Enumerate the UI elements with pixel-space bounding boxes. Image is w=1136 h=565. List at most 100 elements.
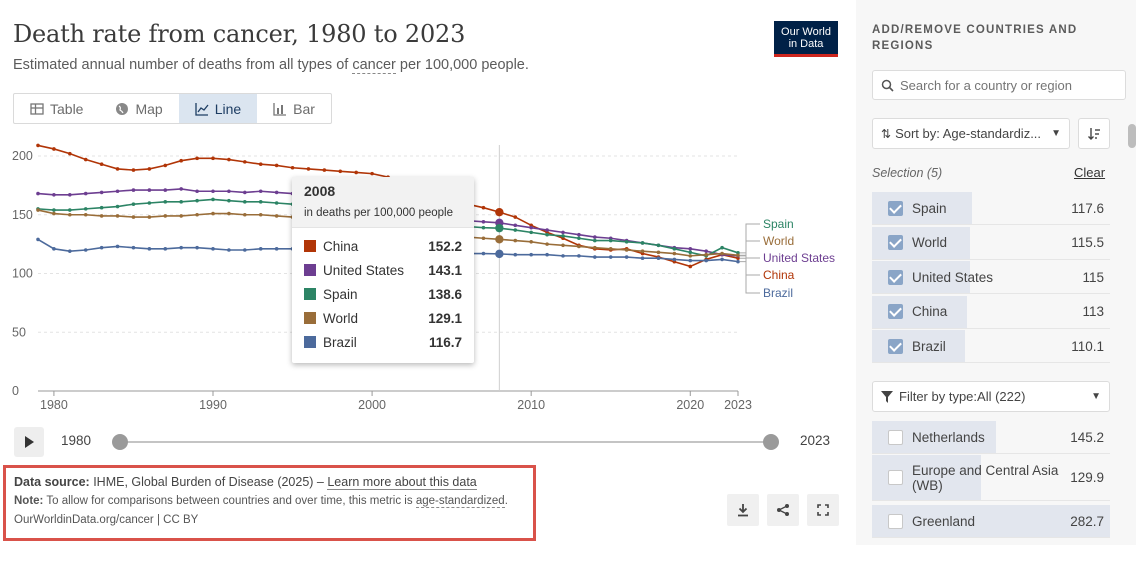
entity-row[interactable]: Europe and Central Asia (WB) 129.9	[872, 455, 1110, 501]
data-point	[163, 214, 168, 218]
line-chart-icon	[195, 102, 209, 116]
data-point	[163, 188, 168, 192]
data-point	[529, 225, 533, 230]
data-point	[195, 245, 199, 250]
entity-checkbox[interactable]	[888, 470, 903, 485]
fullscreen-button[interactable]	[807, 494, 839, 526]
data-point	[115, 214, 120, 218]
timeline-track[interactable]	[120, 441, 772, 443]
data-point	[577, 254, 581, 258]
data-point	[481, 225, 486, 230]
series-color-swatch	[304, 240, 316, 252]
sources-footer: Data source: IHME, Global Burden of Dise…	[3, 465, 536, 541]
owid-logo[interactable]: Our World in Data	[774, 21, 838, 57]
data-point	[672, 247, 677, 251]
data-point	[688, 254, 693, 258]
entity-row[interactable]: Spain 117.6	[872, 192, 1110, 225]
data-point	[147, 188, 152, 192]
play-icon	[25, 436, 34, 448]
selection-count: Selection (5)	[872, 166, 943, 180]
data-point	[68, 249, 72, 253]
data-point	[656, 250, 661, 255]
logo-line-2: in Data	[788, 38, 824, 50]
tab-line[interactable]: Line	[178, 94, 258, 123]
data-point	[227, 211, 231, 216]
data-point	[513, 238, 518, 243]
data-point	[211, 156, 215, 161]
sort-direction-button[interactable]	[1078, 118, 1110, 149]
end-label-connector	[740, 223, 760, 254]
data-point	[211, 211, 215, 216]
fullscreen-icon	[817, 504, 829, 516]
tab-bar[interactable]: Bar	[257, 94, 331, 123]
timeline-end-handle[interactable]	[763, 434, 779, 450]
entity-value: 115.5	[1071, 235, 1104, 250]
timeline-start-handle[interactable]	[112, 434, 128, 450]
data-point	[688, 250, 693, 255]
share-button[interactable]	[767, 494, 799, 526]
end-label-connector	[740, 257, 760, 276]
entity-search[interactable]	[872, 70, 1126, 100]
data-point	[274, 190, 279, 195]
play-button[interactable]	[14, 427, 44, 457]
learn-more-link[interactable]: Learn more about this data	[327, 475, 477, 490]
entity-value: 117.6	[1071, 200, 1104, 216]
entity-row[interactable]: Greenland 282.7	[872, 505, 1110, 538]
data-point	[243, 200, 247, 204]
subtitle-term-link[interactable]: cancer	[352, 57, 396, 74]
data-point	[179, 187, 183, 191]
data-point	[593, 238, 597, 243]
chart-url[interactable]: OurWorldinData.org/cancer | CC BY	[14, 514, 199, 526]
clear-selection-link[interactable]: Clear	[1074, 165, 1106, 180]
download-button[interactable]	[727, 494, 759, 526]
entity-checkbox[interactable]	[888, 338, 903, 354]
sidebar-scrollbar[interactable]	[1128, 124, 1136, 148]
entity-checkbox[interactable]	[888, 200, 903, 216]
tab-bar-label: Bar	[293, 100, 315, 117]
age-standardized-link[interactable]: age-standardized	[415, 495, 505, 508]
y-tick-label: 150	[12, 208, 33, 222]
tab-table[interactable]: Table	[14, 94, 99, 123]
entity-checkbox[interactable]	[888, 235, 903, 250]
entity-row[interactable]: Netherlands 145.2	[872, 421, 1110, 454]
tab-map[interactable]: Map	[99, 94, 178, 123]
entity-checkbox[interactable]	[888, 304, 903, 319]
data-point	[195, 212, 199, 217]
caret-down-icon: ▼	[1051, 128, 1061, 139]
data-point	[495, 249, 504, 259]
data-point	[608, 255, 613, 259]
data-point	[720, 245, 724, 250]
data-point	[640, 249, 645, 253]
chart-gridlines: 0 50 100 150 200	[12, 149, 738, 398]
y-tick-label: 0	[12, 384, 19, 398]
data-point	[36, 208, 40, 212]
entity-checkbox[interactable]	[888, 513, 903, 529]
tooltip-series-name: China	[323, 238, 359, 254]
entity-search-input[interactable]	[898, 76, 1125, 94]
chart-tooltip: 2008 in deaths per 100,000 people China 1…	[292, 177, 474, 363]
data-point	[640, 241, 645, 245]
data-point	[736, 251, 740, 255]
entity-checkbox[interactable]	[888, 429, 903, 445]
subtitle-text-end: per 100,000 people.	[395, 57, 529, 73]
entity-name: World	[912, 235, 948, 250]
subtitle-text: Estimated annual number of deaths from a…	[13, 57, 353, 73]
data-point	[608, 238, 613, 243]
entity-row[interactable]: China 113	[872, 295, 1110, 329]
sort-dropdown[interactable]: ⇅ Sort by: Age-standardiz... ▼	[872, 118, 1070, 149]
data-point	[688, 264, 693, 269]
entity-value: 115	[1082, 269, 1104, 285]
data-point	[513, 223, 518, 228]
data-point	[83, 157, 88, 162]
entity-checkbox[interactable]	[888, 269, 903, 285]
data-point	[258, 212, 263, 217]
tooltip-row: China 152.2	[304, 234, 462, 258]
data-point	[68, 212, 72, 217]
data-point	[83, 191, 88, 196]
data-point	[593, 245, 597, 250]
filter-type-dropdown[interactable]: Filter by type: All (222) ▼	[872, 381, 1110, 412]
entity-row[interactable]: United States 115	[872, 261, 1110, 294]
tooltip-series-value: 116.7	[428, 334, 462, 350]
entity-row[interactable]: Brazil 110.1	[872, 330, 1110, 363]
entity-row[interactable]: World 115.5	[872, 226, 1110, 260]
